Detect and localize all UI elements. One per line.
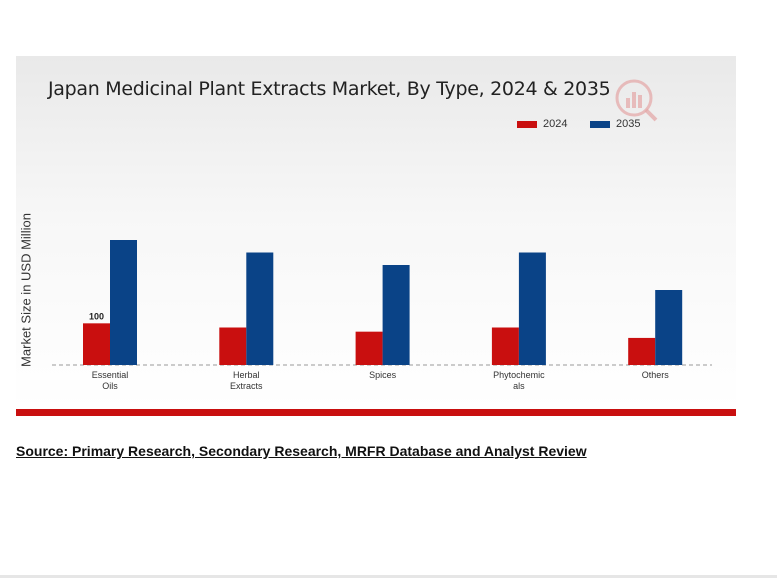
x-tick-label-3-1: als xyxy=(513,381,525,391)
x-tick-label-2-0: Spices xyxy=(369,370,397,380)
bar-2035-4 xyxy=(655,290,683,365)
x-tick-label-4-0: Others xyxy=(642,370,670,380)
bar-2024-3 xyxy=(491,327,519,365)
legend-item-2035: 2035 xyxy=(590,118,640,130)
bar-2035-0 xyxy=(110,240,137,365)
x-tick-label-1-0: Herbal xyxy=(233,370,260,380)
page-divider xyxy=(0,575,777,578)
bar-2024-2 xyxy=(355,331,383,365)
chart-bottom-band xyxy=(16,409,736,416)
bar-2024-4 xyxy=(628,337,656,365)
legend-swatch-2024 xyxy=(517,120,537,128)
legend-item-2024: 2024 xyxy=(517,118,567,130)
bar-2024-0 xyxy=(83,323,110,365)
legend-label-2035: 2035 xyxy=(616,118,641,130)
x-tick-label-3-0: Phytochemic xyxy=(493,370,545,380)
legend-swatch-2035 xyxy=(590,120,610,128)
bar-2024-1 xyxy=(219,327,247,365)
data-label-0: 100 xyxy=(89,311,104,321)
x-tick-label-1-1: Extracts xyxy=(230,381,263,391)
source-link[interactable]: Source: Primary Research, Secondary Rese… xyxy=(16,443,587,459)
x-tick-label-0-0: Essential xyxy=(92,370,129,380)
bar-2035-1 xyxy=(246,252,274,365)
bar-2035-2 xyxy=(382,265,410,365)
bar-2035-3 xyxy=(518,252,546,365)
watermark-logo-icon xyxy=(615,79,658,122)
legend-label-2024: 2024 xyxy=(543,118,568,130)
x-tick-label-0-1: Oils xyxy=(102,381,118,391)
chart-title: Japan Medicinal Plant Extracts Market, B… xyxy=(48,78,611,100)
